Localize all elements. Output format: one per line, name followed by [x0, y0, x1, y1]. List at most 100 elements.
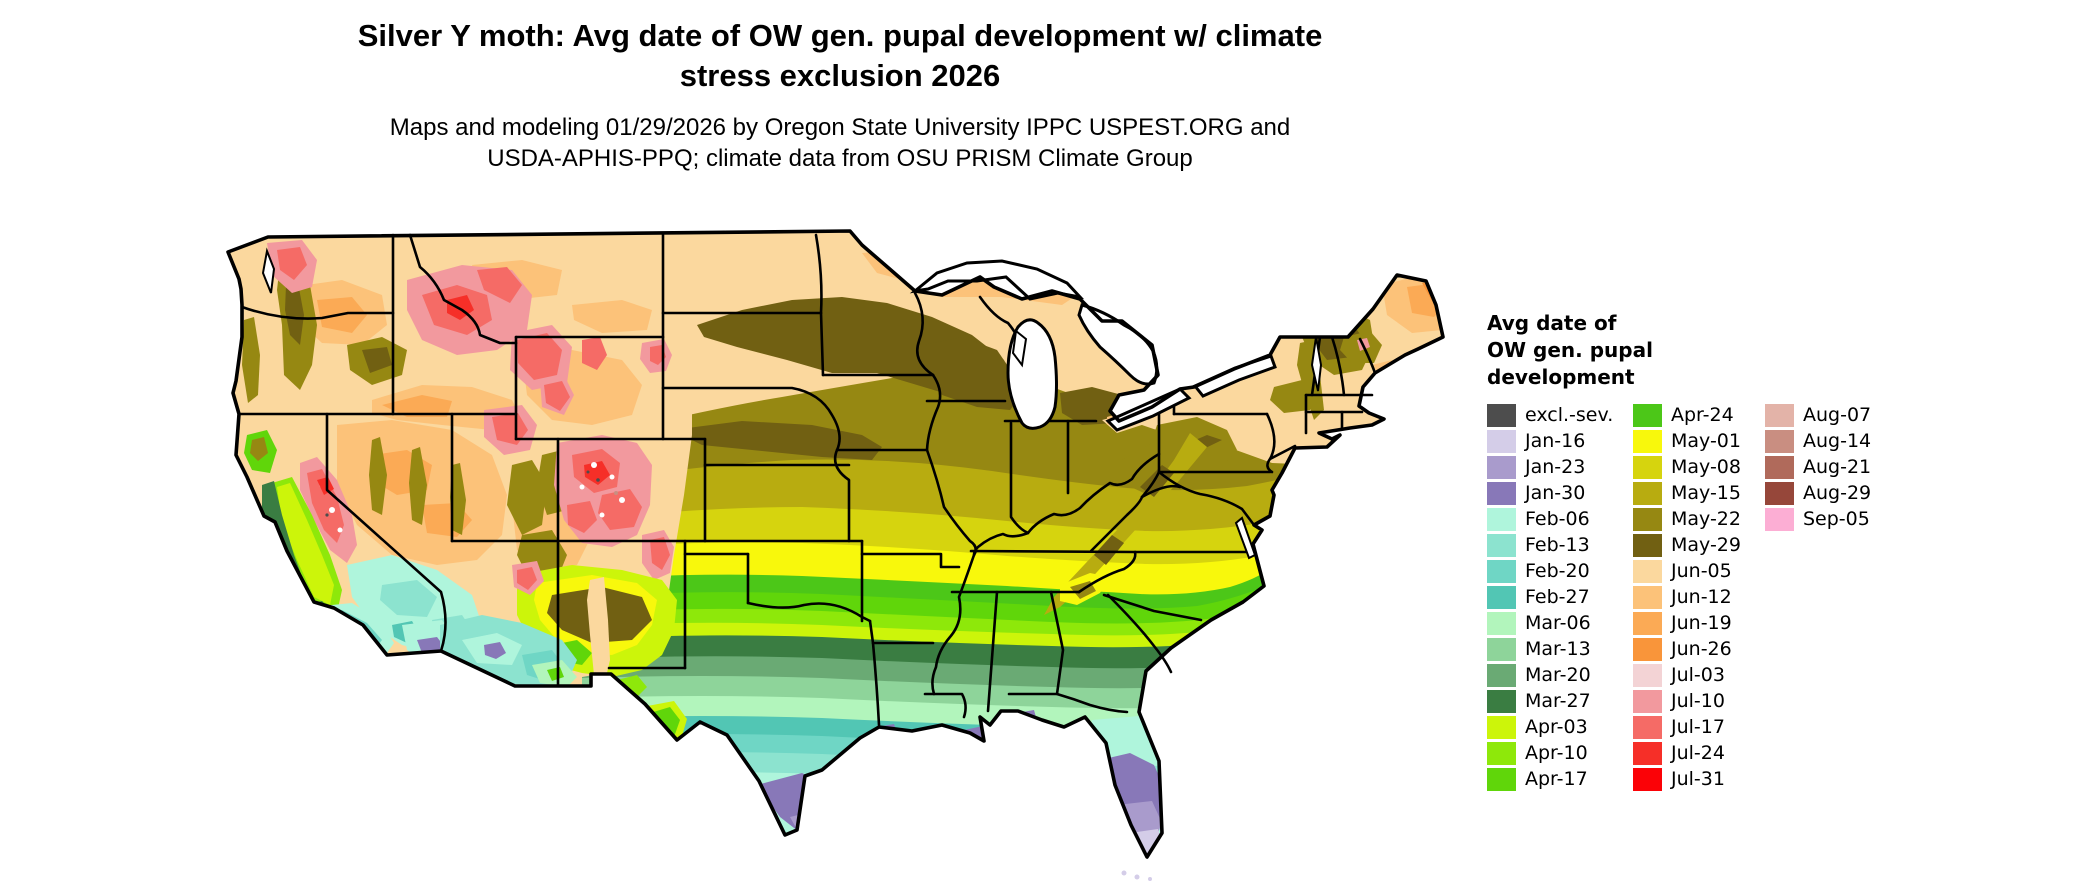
legend-label: May-15	[1671, 482, 1741, 504]
state-borders	[237, 233, 1377, 727]
legend-item: Aug-21	[1765, 454, 1905, 480]
legend-label: Apr-24	[1671, 404, 1734, 426]
legend-label: Aug-07	[1803, 404, 1872, 426]
legend-item: May-08	[1633, 454, 1765, 480]
legend-swatch	[1633, 689, 1662, 713]
legend-item: Jul-03	[1633, 662, 1765, 688]
legend-label: Mar-27	[1525, 690, 1591, 712]
legend-label: May-29	[1671, 534, 1741, 556]
figure-subtitle: Maps and modeling 01/29/2026 by Oregon S…	[0, 112, 1680, 174]
legend-swatch	[1765, 481, 1794, 505]
legend-swatch	[1765, 403, 1794, 427]
legend-item: Feb-20	[1487, 558, 1633, 584]
legend-swatch	[1487, 533, 1516, 557]
legend-label: Feb-20	[1525, 560, 1590, 582]
legend-swatch	[1487, 611, 1516, 635]
figure-title-line1: Silver Y moth: Avg date of OW gen. pupal…	[357, 18, 1323, 53]
legend-swatch	[1487, 455, 1516, 479]
legend-label: Aug-14	[1803, 430, 1872, 452]
legend-label: Jul-17	[1671, 716, 1725, 738]
legend-label: Jan-16	[1525, 430, 1586, 452]
legend-item: Aug-14	[1765, 428, 1905, 454]
legend-item: May-01	[1633, 428, 1765, 454]
legend-label: May-08	[1671, 456, 1741, 478]
legend-label: Mar-20	[1525, 664, 1591, 686]
legend-label: Jul-24	[1671, 742, 1725, 764]
legend-item: Jul-24	[1633, 740, 1765, 766]
legend-item: Apr-17	[1487, 766, 1633, 792]
legend-item: Jul-31	[1633, 766, 1765, 792]
legend-label: Aug-21	[1803, 456, 1872, 478]
legend-item: Jun-19	[1633, 610, 1765, 636]
legend-swatch	[1633, 611, 1662, 635]
legend-item: Jun-26	[1633, 636, 1765, 662]
legend-item: Feb-27	[1487, 584, 1633, 610]
legend-title-line1: Avg date of	[1487, 311, 1617, 335]
legend-item: Mar-13	[1487, 636, 1633, 662]
legend-label: Jan-23	[1525, 456, 1586, 478]
us-map-svg	[226, 229, 1445, 881]
legend-item: Jan-23	[1487, 454, 1633, 480]
legend-column-2: Apr-24 May-01 May-08 May-15 May-22 May-29 Jun-…	[1633, 402, 1765, 792]
legend-label: Jun-05	[1671, 560, 1732, 582]
legend-label: Apr-10	[1525, 742, 1588, 764]
legend-label: Feb-27	[1525, 586, 1590, 608]
legend-swatch	[1487, 741, 1516, 765]
legend-swatch	[1633, 533, 1662, 557]
legend-item: Feb-13	[1487, 532, 1633, 558]
legend-swatch	[1633, 429, 1662, 453]
conus-outline	[226, 229, 1445, 859]
legend-swatch	[1633, 741, 1662, 765]
legend-swatch	[1633, 585, 1662, 609]
florida-keys	[1121, 870, 1152, 881]
legend-label: Aug-29	[1803, 482, 1872, 504]
figure-subtitle-line1: Maps and modeling 01/29/2026 by Oregon S…	[389, 114, 1291, 141]
legend-swatch	[1633, 663, 1662, 687]
legend-item: Jan-30	[1487, 480, 1633, 506]
legend-title-line2: OW gen. pupal	[1487, 338, 1653, 362]
figure-subtitle-line2: USDA-APHIS-PPQ; climate data from OSU PR…	[487, 145, 1193, 172]
legend-title-line3: development	[1487, 365, 1635, 389]
legend-item: May-29	[1633, 532, 1765, 558]
great-lakes	[261, 247, 1323, 560]
map-fill-layers	[228, 231, 1443, 857]
legend-item: May-15	[1633, 480, 1765, 506]
legend-column-3: Aug-07 Aug-14 Aug-21 Aug-29 Sep-05	[1765, 402, 1905, 532]
legend-item: Aug-07	[1765, 402, 1905, 428]
legend-swatch	[1487, 689, 1516, 713]
legend-swatch	[1487, 403, 1516, 427]
legend-item: Mar-06	[1487, 610, 1633, 636]
us-map	[222, 225, 1462, 885]
legend-item: excl.-sev.	[1487, 402, 1633, 428]
legend-swatch	[1633, 507, 1662, 531]
legend-swatch	[1633, 637, 1662, 661]
date-bands	[582, 370, 1443, 857]
legend-label: May-01	[1671, 430, 1741, 452]
legend-swatch	[1487, 585, 1516, 609]
legend-label: Mar-13	[1525, 638, 1591, 660]
legend-item: Jan-16	[1487, 428, 1633, 454]
legend-columns: excl.-sev. Jan-16 Jan-23 Jan-30 Feb-06 Feb-13…	[1487, 402, 1917, 792]
legend-swatch	[1487, 663, 1516, 687]
legend-label: Jan-30	[1525, 482, 1586, 504]
legend-swatch	[1633, 767, 1662, 791]
legend-column-1: excl.-sev. Jan-16 Jan-23 Jan-30 Feb-06 Feb-13…	[1487, 402, 1633, 792]
legend-swatch	[1487, 507, 1516, 531]
legend-swatch	[1633, 403, 1662, 427]
legend-swatch	[1765, 455, 1794, 479]
legend-title: Avg date of OW gen. pupal development	[1487, 310, 1917, 391]
legend-item: Jun-12	[1633, 584, 1765, 610]
legend-label: Sep-05	[1803, 508, 1870, 530]
legend-swatch	[1487, 481, 1516, 505]
legend-label: Jun-26	[1671, 638, 1732, 660]
legend-item: May-22	[1633, 506, 1765, 532]
legend-item: Feb-06	[1487, 506, 1633, 532]
legend-item: Apr-10	[1487, 740, 1633, 766]
legend-swatch	[1633, 715, 1662, 739]
figure-title-line2: stress exclusion 2026	[679, 58, 1001, 93]
legend-swatch	[1633, 455, 1662, 479]
legend-label: Mar-06	[1525, 612, 1591, 634]
legend-swatch	[1633, 481, 1662, 505]
legend-swatch	[1487, 637, 1516, 661]
